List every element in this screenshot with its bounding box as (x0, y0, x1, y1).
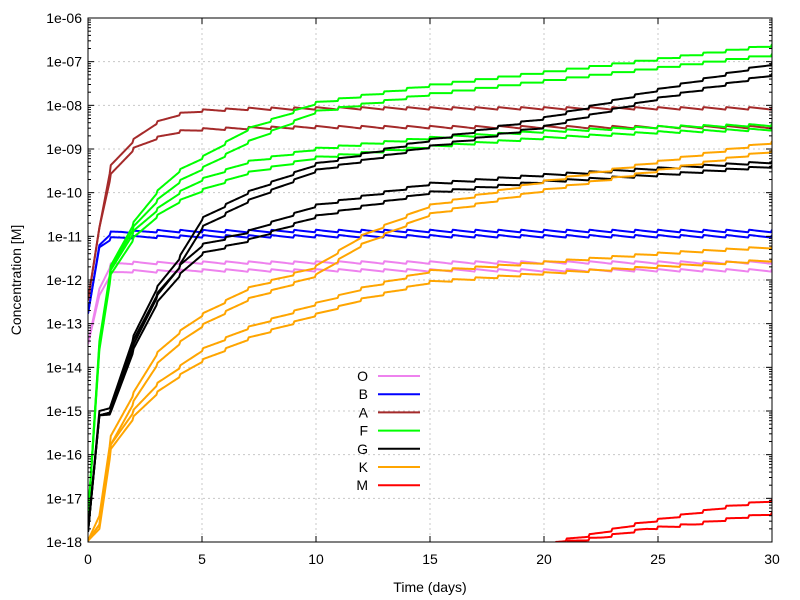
series-line-F-2 (88, 123, 772, 519)
series-line-O-0 (88, 260, 772, 345)
series-M (555, 498, 772, 542)
x-tick-label: 30 (764, 551, 780, 567)
y-tick-label: 1e-08 (46, 97, 82, 113)
series-line-K-0 (88, 140, 772, 542)
y-tick-label: 1e-06 (46, 10, 82, 26)
series-line-B-0 (88, 228, 772, 314)
x-axis-title: Time (days) (393, 579, 466, 595)
legend-label-O: O (357, 368, 368, 384)
series-line-G-3 (88, 164, 772, 533)
series-line-M-0 (555, 498, 772, 542)
series-F (88, 43, 772, 519)
series-G (88, 62, 772, 533)
series-line-G-2 (88, 160, 772, 533)
series-line-A-0 (88, 106, 772, 301)
legend-label-A: A (359, 404, 369, 420)
y-tick-label: 1e-14 (46, 359, 82, 375)
series-line-B-1 (88, 234, 772, 314)
series-line-G-0 (88, 62, 772, 533)
y-tick-label: 1e-10 (46, 185, 82, 201)
series-line-M-1 (566, 511, 772, 542)
axis-ticks: 0 5 10 15 20 25 30 1e-18 1e-17 1e-16 1e-15 1e-14 1e-… (46, 10, 780, 567)
x-tick-label: 15 (422, 551, 438, 567)
y-tick-label: 1e-18 (46, 534, 82, 550)
series-line-K-2 (88, 245, 772, 542)
x-tick-label: 20 (536, 551, 552, 567)
series-line-K-1 (88, 149, 772, 542)
legend-label-M: M (356, 477, 368, 493)
x-tick-label: 25 (650, 551, 666, 567)
series-line-G-1 (88, 73, 772, 533)
legend-label-K: K (359, 459, 369, 475)
legend-label-F: F (359, 423, 368, 439)
series-line-F-0 (88, 43, 772, 519)
x-tick-label: 5 (198, 551, 206, 567)
series-line-F-1 (88, 53, 772, 519)
x-tick-label: 10 (308, 551, 324, 567)
y-tick-label: 1e-16 (46, 447, 82, 463)
y-tick-label: 1e-07 (46, 54, 82, 70)
series-line-K-3 (88, 258, 772, 542)
y-axis-title: Concentration [M] (8, 225, 24, 336)
legend-label-G: G (357, 441, 368, 457)
series-B (88, 228, 772, 314)
y-tick-label: 1e-12 (46, 272, 82, 288)
y-tick-label: 1e-13 (46, 316, 82, 332)
y-tick-label: 1e-11 (47, 228, 82, 244)
y-tick-label: 1e-09 (46, 141, 82, 157)
y-tick-label: 1e-17 (46, 490, 82, 506)
series-lines (88, 43, 772, 542)
y-tick-label: 1e-15 (46, 403, 82, 419)
legend-label-B: B (359, 386, 368, 402)
series-K (88, 140, 772, 542)
x-tick-label: 0 (84, 551, 92, 567)
